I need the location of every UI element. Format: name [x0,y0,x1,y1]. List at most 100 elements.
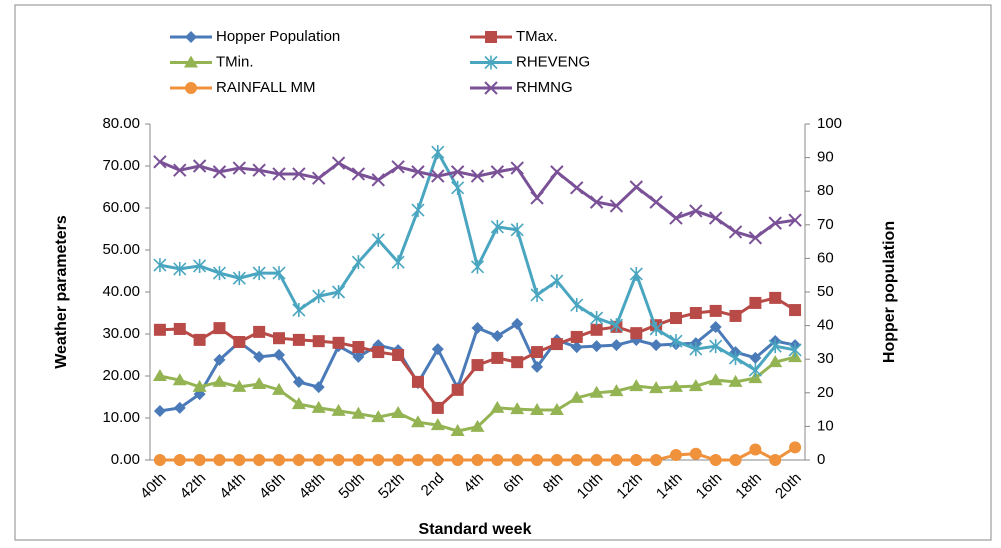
point [570,454,583,466]
point [292,303,306,318]
point [233,335,246,348]
point [729,454,742,466]
y-tick-label: 60.00 [102,199,140,216]
point [590,454,603,466]
point [669,312,682,325]
legend-marker [185,82,197,94]
point [312,454,325,466]
point [629,266,643,281]
legend-label: RAINFALL MM [216,79,315,96]
point [213,454,226,466]
point [709,454,722,466]
point [609,318,624,333]
point [253,454,266,466]
y2-tick-label: 30 [817,350,834,367]
point [252,376,267,389]
point [669,334,683,349]
point [769,454,782,466]
point [431,343,444,356]
point [272,167,286,181]
point [392,349,405,361]
x-axis-title: Standard week [419,521,532,538]
point [212,374,227,387]
point [253,350,266,363]
point [471,359,484,372]
point [689,307,702,319]
point [788,213,802,227]
point [213,322,226,335]
point [273,454,286,466]
point [451,383,464,396]
point [391,405,406,418]
legend-marker [185,31,197,43]
y2-axis-title: Hopper population [881,221,898,363]
point [331,285,346,299]
point [371,410,386,423]
point [530,403,545,416]
point [510,222,524,237]
point [332,454,345,466]
point [411,165,425,179]
point [232,379,247,392]
point [430,418,445,431]
point [410,415,425,428]
point [312,381,325,394]
point [650,454,663,466]
legend-label: RHMNG [516,79,573,96]
point [431,454,444,466]
point [332,336,345,349]
point [233,454,246,466]
point [193,258,207,273]
point [153,404,166,417]
point [292,167,306,181]
point [173,401,186,414]
point [570,341,583,354]
point [352,341,365,354]
y-tick-label: 50.00 [102,241,140,258]
point [312,289,326,304]
point [668,379,683,392]
point [471,454,484,466]
point [173,261,187,276]
point [471,321,484,334]
y-tick-label: 0.00 [111,451,140,468]
legend-label: TMax. [516,28,558,45]
point [193,454,206,466]
point [411,203,425,218]
point [708,373,723,386]
point [490,400,505,413]
point [391,160,405,174]
y2-tick-label: 100 [817,115,842,132]
point [153,155,167,169]
point [570,181,584,195]
y-tick-label: 20.00 [102,367,140,384]
y2-tick-label: 40 [817,317,834,334]
point [590,340,603,353]
point [292,454,305,466]
point [470,259,485,274]
point [331,156,346,170]
point [749,296,762,309]
point [172,373,187,386]
point [590,311,604,326]
point [789,441,802,454]
point [491,454,504,466]
point [153,323,166,336]
point [173,322,186,335]
point [311,400,326,413]
point [511,356,524,369]
point [549,403,564,416]
point [550,274,564,289]
legend-label: Hopper Population [216,28,340,45]
point [689,204,703,218]
point [728,350,743,365]
point [789,304,802,317]
point [630,327,643,340]
point [589,385,604,398]
point [450,165,465,179]
point [510,402,525,415]
point [610,339,623,352]
point [312,171,326,185]
point [153,258,167,273]
